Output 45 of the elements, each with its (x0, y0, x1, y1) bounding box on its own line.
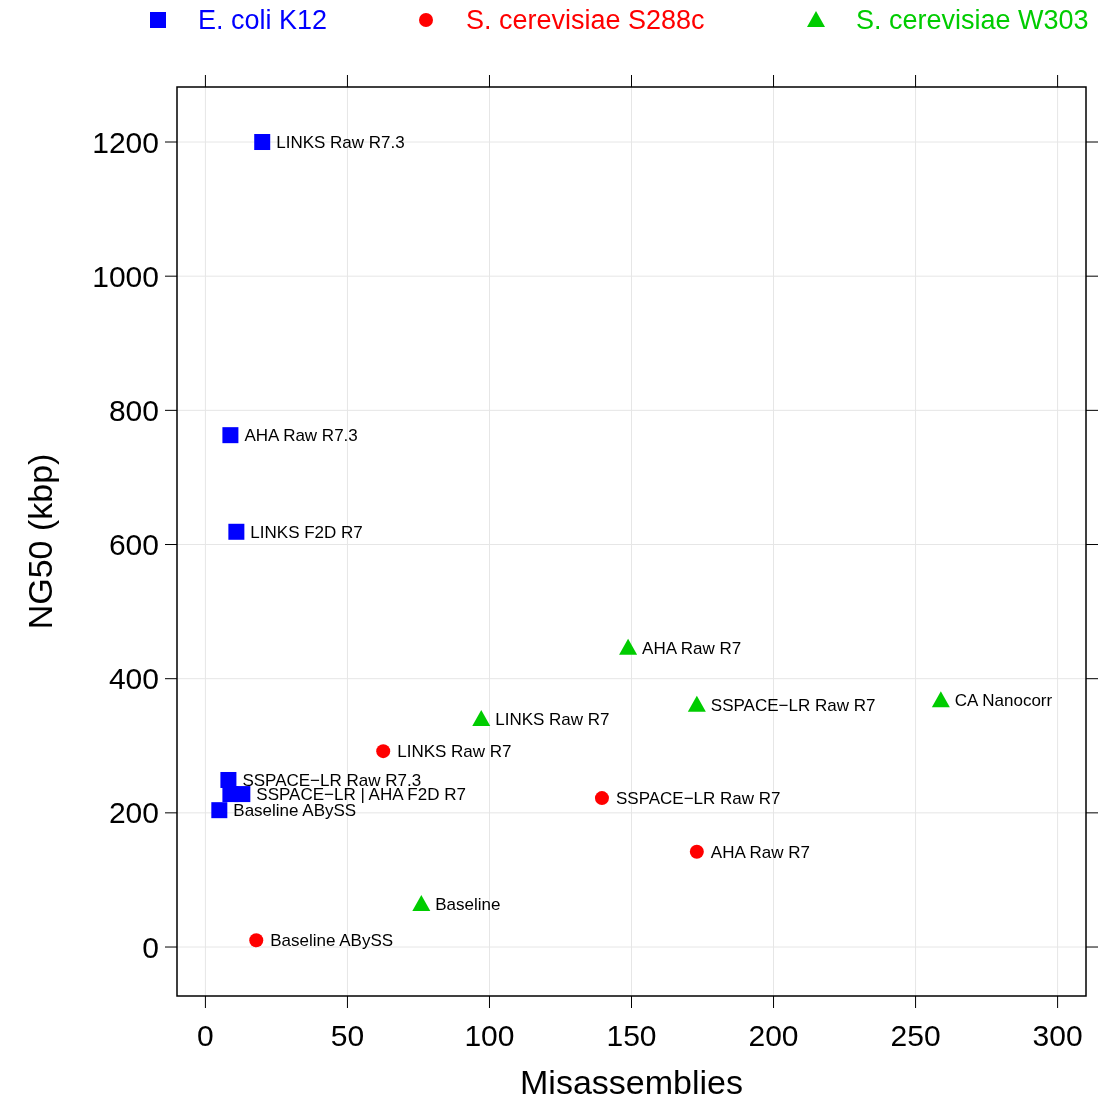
y-tick-label: 1000 (92, 259, 159, 293)
point (472, 709, 491, 726)
x-tick-label: 150 (606, 1019, 657, 1052)
annotation: LINKS Raw R7 (495, 709, 610, 729)
annotation: LINKS Raw R7.3 (276, 132, 405, 152)
y-tick-label: 1200 (92, 125, 159, 159)
point (234, 786, 251, 803)
point (211, 802, 228, 819)
y-tick-label: 800 (108, 393, 159, 427)
legend-label: E. coli K12 (198, 5, 328, 36)
annotation: SSPACE−LR Raw R7 (615, 789, 781, 809)
legend-label: S. cerevisiae S288c (466, 5, 705, 36)
x-tick-label: 0 (197, 1019, 214, 1052)
point (689, 844, 704, 859)
x-tick-label: 100 (464, 1019, 515, 1052)
y-axis-title: NG50 (kbp) (21, 453, 59, 630)
point (376, 744, 391, 759)
annotation: Baseline ABySS (270, 931, 394, 951)
point (222, 427, 239, 444)
point (594, 791, 609, 806)
annotation: Baseline (435, 895, 501, 915)
annotation: AHA Raw R7.3 (244, 426, 358, 446)
x-tick-label: 300 (1032, 1019, 1083, 1052)
x-axis-title: Misassemblies (520, 1063, 743, 1101)
y-tick-label: 200 (108, 796, 159, 830)
annotation: AHA Raw R7 (642, 638, 742, 658)
annotation: CA Nanocorr (954, 691, 1053, 711)
y-tick-label: 400 (108, 662, 159, 696)
y-tick-label: 0 (142, 930, 159, 964)
point (687, 695, 706, 712)
legend-label: S. cerevisiae W303 (856, 5, 1089, 36)
point (249, 933, 264, 948)
point (931, 691, 950, 708)
x-tick-label: 50 (330, 1019, 365, 1052)
x-tick-label: 250 (890, 1019, 941, 1052)
point (254, 134, 271, 151)
annotation: LINKS Raw R7 (397, 742, 512, 762)
y-tick-label: 600 (108, 528, 159, 562)
x-tick-label: 200 (748, 1019, 799, 1052)
annotation: LINKS F2D R7 (250, 522, 363, 542)
point (412, 895, 431, 912)
annotation: SSPACE−LR Raw R7 (710, 695, 876, 715)
point (228, 523, 245, 540)
point (619, 638, 638, 655)
annotation: AHA Raw R7 (710, 842, 811, 862)
